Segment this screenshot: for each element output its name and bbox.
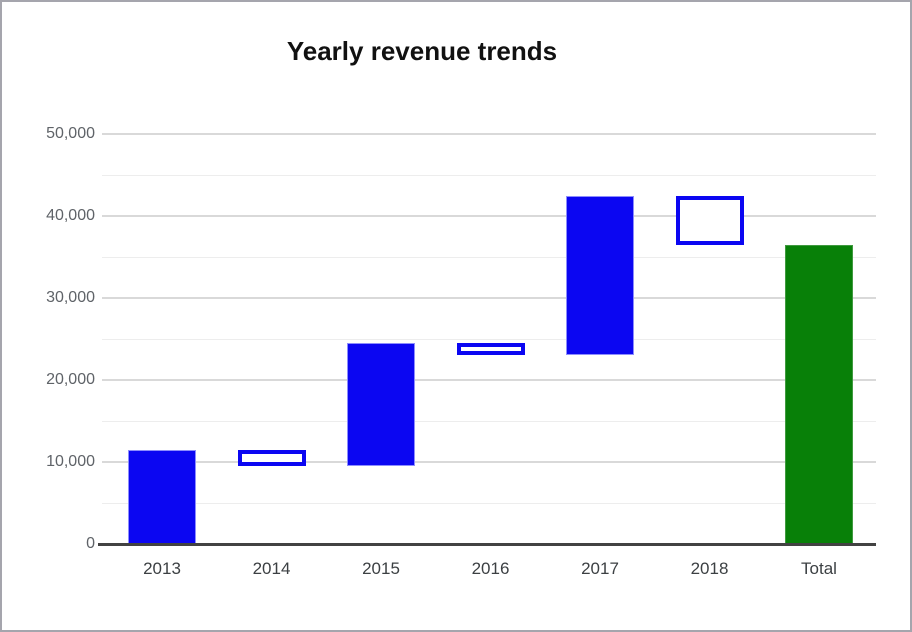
minor-gridline — [102, 339, 876, 340]
major-gridline — [102, 133, 876, 135]
x-axis-label: 2016 — [471, 559, 510, 578]
x-axis-label: 2018 — [690, 559, 729, 578]
y-axis-label: 10,000 — [46, 453, 95, 470]
bar-2013[interactable] — [128, 449, 196, 544]
minor-gridline — [102, 175, 876, 176]
bar-2016[interactable] — [456, 343, 525, 356]
y-axis-label: 20,000 — [46, 371, 95, 388]
x-axis-line — [98, 543, 876, 546]
x-axis-label: 2014 — [252, 559, 291, 578]
bar-2017[interactable] — [566, 195, 634, 356]
minor-gridline — [102, 421, 876, 422]
bar-2014[interactable] — [237, 449, 306, 467]
major-gridline — [102, 461, 876, 463]
x-axis-label: 2013 — [143, 559, 181, 578]
major-gridline — [102, 215, 876, 217]
minor-gridline — [102, 257, 876, 258]
x-axis-label: Total — [801, 559, 837, 578]
bar-2018[interactable] — [675, 195, 744, 245]
bar-2015[interactable] — [347, 343, 415, 467]
y-axis-label: 40,000 — [46, 207, 95, 224]
y-axis-label: 30,000 — [46, 289, 95, 306]
major-gridline — [102, 379, 876, 381]
x-axis-label: 2015 — [362, 559, 400, 578]
x-axis-label: 2017 — [581, 559, 619, 578]
y-axis-label: 50,000 — [46, 125, 95, 142]
chart-title: Yearly revenue trends — [286, 36, 558, 66]
major-gridline — [102, 297, 876, 299]
y-axis-label: 0 — [86, 535, 95, 552]
bar-total[interactable] — [785, 244, 853, 544]
minor-gridline — [102, 503, 876, 504]
